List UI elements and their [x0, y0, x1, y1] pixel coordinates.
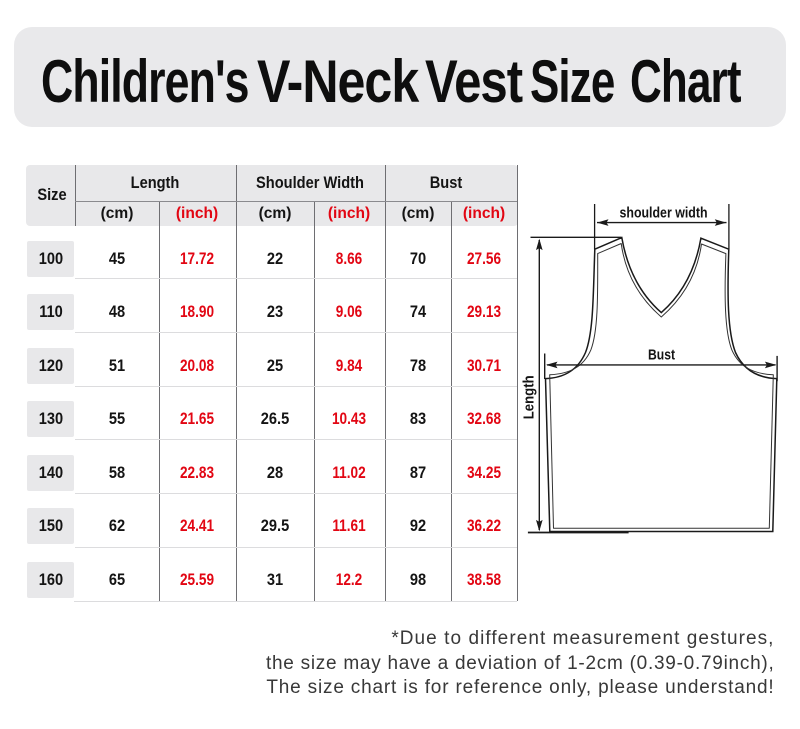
svg-text:Length: Length: [521, 375, 538, 419]
svg-text:shoulder width: shoulder width: [620, 206, 708, 222]
svg-text:Bust: Bust: [648, 348, 675, 364]
